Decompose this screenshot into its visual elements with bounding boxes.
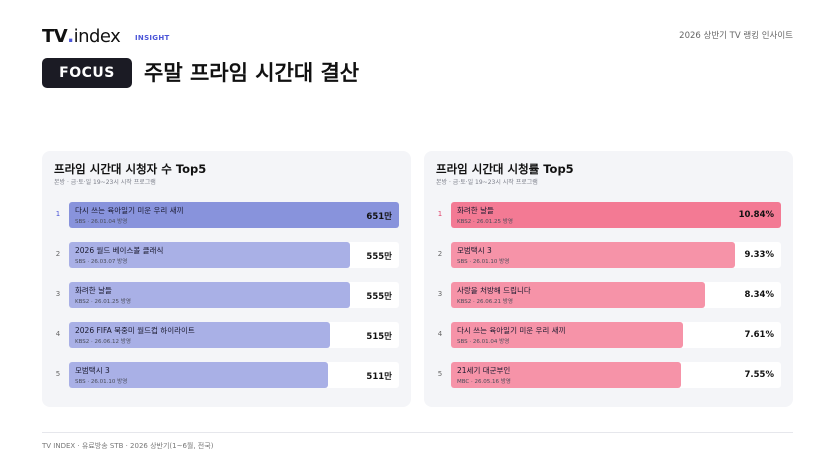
viewers-row: 2 2026 월드 베이스볼 클래식 SBS · 26.03.07 방영 555만 bbox=[42, 242, 411, 268]
rating-bar bbox=[451, 362, 681, 388]
viewers-value-label: 555만 bbox=[366, 252, 392, 262]
insight-badge: INSIGHT bbox=[135, 34, 170, 42]
page-title: 주말 프라임 시간대 결산 bbox=[144, 61, 360, 85]
viewers-program-name: 2026 FIFA 북중미 월드컵 하이라이트 bbox=[75, 326, 195, 335]
rating-program-name: 사랑을 처방해 드립니다 bbox=[457, 286, 531, 295]
viewers-row: 3 화려한 날들 KBS2 · 26.01.25 방영 555만 bbox=[42, 282, 411, 308]
rating-program-name: 21세기 대군부인 bbox=[457, 366, 511, 375]
viewers-row: 1 다시 쓰는 육아일기 미운 우리 새끼 SBS · 26.01.04 방영 651… bbox=[42, 202, 411, 228]
viewers-program-meta: KBS2 · 26.06.12 방영 bbox=[75, 339, 131, 345]
rating-program-name: 다시 쓰는 육아일기 미운 우리 새끼 bbox=[457, 326, 566, 335]
viewers-rank: 2 bbox=[55, 250, 61, 258]
viewers-program-meta: SBS · 26.01.10 방영 bbox=[75, 379, 128, 385]
rating-program-name: 모범택시 3 bbox=[457, 246, 492, 255]
viewers-bar bbox=[69, 242, 350, 268]
viewers-rank: 5 bbox=[55, 370, 61, 378]
rating-program-meta: KBS2 · 26.01.25 방영 bbox=[457, 219, 513, 225]
viewers-bar bbox=[69, 282, 350, 308]
viewers-chart-title: 프라임 시간대 시청자 수 Top5 bbox=[54, 162, 207, 176]
viewers-program-name: 모범택시 3 bbox=[75, 366, 110, 375]
logo-main: TV bbox=[42, 26, 68, 47]
rating-bar bbox=[451, 202, 781, 228]
rating-rank: 3 bbox=[437, 290, 443, 298]
footer-source: TV INDEX · 유료방송 STB · 2026 상반기(1~6월, 전국) bbox=[42, 442, 214, 450]
focus-pill: FOCUS bbox=[42, 58, 132, 88]
viewers-bar-track: 2026 월드 베이스볼 클래식 SBS · 26.03.07 방영 555만 bbox=[69, 242, 399, 268]
rating-bar bbox=[451, 242, 735, 268]
rating-bar-track: 21세기 대군부인 MBC · 26.05.16 방영 7.55% bbox=[451, 362, 781, 388]
viewers-bar bbox=[69, 322, 330, 348]
viewers-program-name: 다시 쓰는 육아일기 미운 우리 새끼 bbox=[75, 206, 184, 215]
rating-rank: 1 bbox=[437, 210, 443, 218]
viewers-chart-panel: 프라임 시간대 시청자 수 Top5 본방 · 금·토·일 19~23시 시작 … bbox=[42, 151, 411, 407]
rating-row: 5 21세기 대군부인 MBC · 26.05.16 방영 7.55% bbox=[424, 362, 793, 388]
logo-dot: . bbox=[67, 26, 74, 47]
rating-chart-panel: 프라임 시간대 시청률 Top5 본방 · 금·토·일 19~23시 시작 프로… bbox=[424, 151, 793, 407]
logo-suffix: index bbox=[73, 26, 121, 47]
viewers-program-name: 2026 월드 베이스볼 클래식 bbox=[75, 246, 164, 255]
rating-bar-track: 사랑을 처방해 드립니다 KBS2 · 26.06.21 방영 8.34% bbox=[451, 282, 781, 308]
rating-program-name: 화려한 날들 bbox=[457, 206, 494, 215]
logo: TV. index bbox=[42, 26, 121, 47]
rating-rank: 2 bbox=[437, 250, 443, 258]
viewers-bar-track: 2026 FIFA 북중미 월드컵 하이라이트 KBS2 · 26.06.12 방… bbox=[69, 322, 399, 348]
viewers-rank: 1 bbox=[55, 210, 61, 218]
rating-program-meta: KBS2 · 26.06.21 방영 bbox=[457, 299, 513, 305]
rating-row: 2 모범택시 3 SBS · 26.01.10 방영 9.33% bbox=[424, 242, 793, 268]
viewers-bar bbox=[69, 202, 399, 228]
rating-rank: 5 bbox=[437, 370, 443, 378]
rating-row: 3 사랑을 처방해 드립니다 KBS2 · 26.06.21 방영 8.34% bbox=[424, 282, 793, 308]
rating-chart-subtitle: 본방 · 금·토·일 19~23시 시작 프로그램 bbox=[436, 179, 538, 186]
rating-bar bbox=[451, 322, 683, 348]
rating-row: 4 다시 쓰는 육아일기 미운 우리 새끼 SBS · 26.01.04 방영 7.6… bbox=[424, 322, 793, 348]
viewers-value-label: 511만 bbox=[366, 372, 392, 382]
viewers-bar-track: 화려한 날들 KBS2 · 26.01.25 방영 555만 bbox=[69, 282, 399, 308]
rating-value-label: 10.84% bbox=[738, 210, 774, 220]
viewers-rank: 3 bbox=[55, 290, 61, 298]
rating-chart-title: 프라임 시간대 시청률 Top5 bbox=[436, 162, 574, 176]
rating-row: 1 화려한 날들 KBS2 · 26.01.25 방영 10.84% bbox=[424, 202, 793, 228]
viewers-row: 5 모범택시 3 SBS · 26.01.10 방영 511만 bbox=[42, 362, 411, 388]
viewers-rank: 4 bbox=[55, 330, 61, 338]
rating-bar bbox=[451, 282, 705, 308]
viewers-bar-track: 모범택시 3 SBS · 26.01.10 방영 511만 bbox=[69, 362, 399, 388]
viewers-value-label: 651만 bbox=[366, 212, 392, 222]
viewers-bar bbox=[69, 362, 328, 388]
rating-bar-track: 다시 쓰는 육아일기 미운 우리 새끼 SBS · 26.01.04 방영 7.61… bbox=[451, 322, 781, 348]
viewers-program-meta: KBS2 · 26.01.25 방영 bbox=[75, 299, 131, 305]
viewers-bar-track: 다시 쓰는 육아일기 미운 우리 새끼 SBS · 26.01.04 방영 651만 bbox=[69, 202, 399, 228]
rating-program-meta: SBS · 26.01.04 방영 bbox=[457, 339, 510, 345]
rating-value-label: 7.61% bbox=[744, 330, 775, 340]
rating-value-label: 8.34% bbox=[744, 290, 775, 300]
rating-value-label: 9.33% bbox=[744, 250, 775, 260]
rating-program-meta: SBS · 26.01.10 방영 bbox=[457, 259, 510, 265]
viewers-value-label: 515만 bbox=[366, 332, 392, 342]
rating-program-meta: MBC · 26.05.16 방영 bbox=[457, 379, 511, 385]
viewers-chart-subtitle: 본방 · 금·토·일 19~23시 시작 프로그램 bbox=[54, 179, 156, 186]
rating-bar-track: 모범택시 3 SBS · 26.01.10 방영 9.33% bbox=[451, 242, 781, 268]
viewers-value-label: 555만 bbox=[366, 292, 392, 302]
viewers-program-meta: SBS · 26.01.04 방영 bbox=[75, 219, 128, 225]
rating-rank: 4 bbox=[437, 330, 443, 338]
viewers-program-meta: SBS · 26.03.07 방영 bbox=[75, 259, 128, 265]
viewers-program-name: 화려한 날들 bbox=[75, 286, 112, 295]
viewers-row: 4 2026 FIFA 북중미 월드컵 하이라이트 KBS2 · 26.06.12 … bbox=[42, 322, 411, 348]
rating-bar-track: 화려한 날들 KBS2 · 26.01.25 방영 10.84% bbox=[451, 202, 781, 228]
report-label: 2026 상반기 TV 랭킹 인사이트 bbox=[679, 31, 793, 41]
footer-divider bbox=[42, 432, 793, 433]
rating-value-label: 7.55% bbox=[744, 370, 775, 380]
